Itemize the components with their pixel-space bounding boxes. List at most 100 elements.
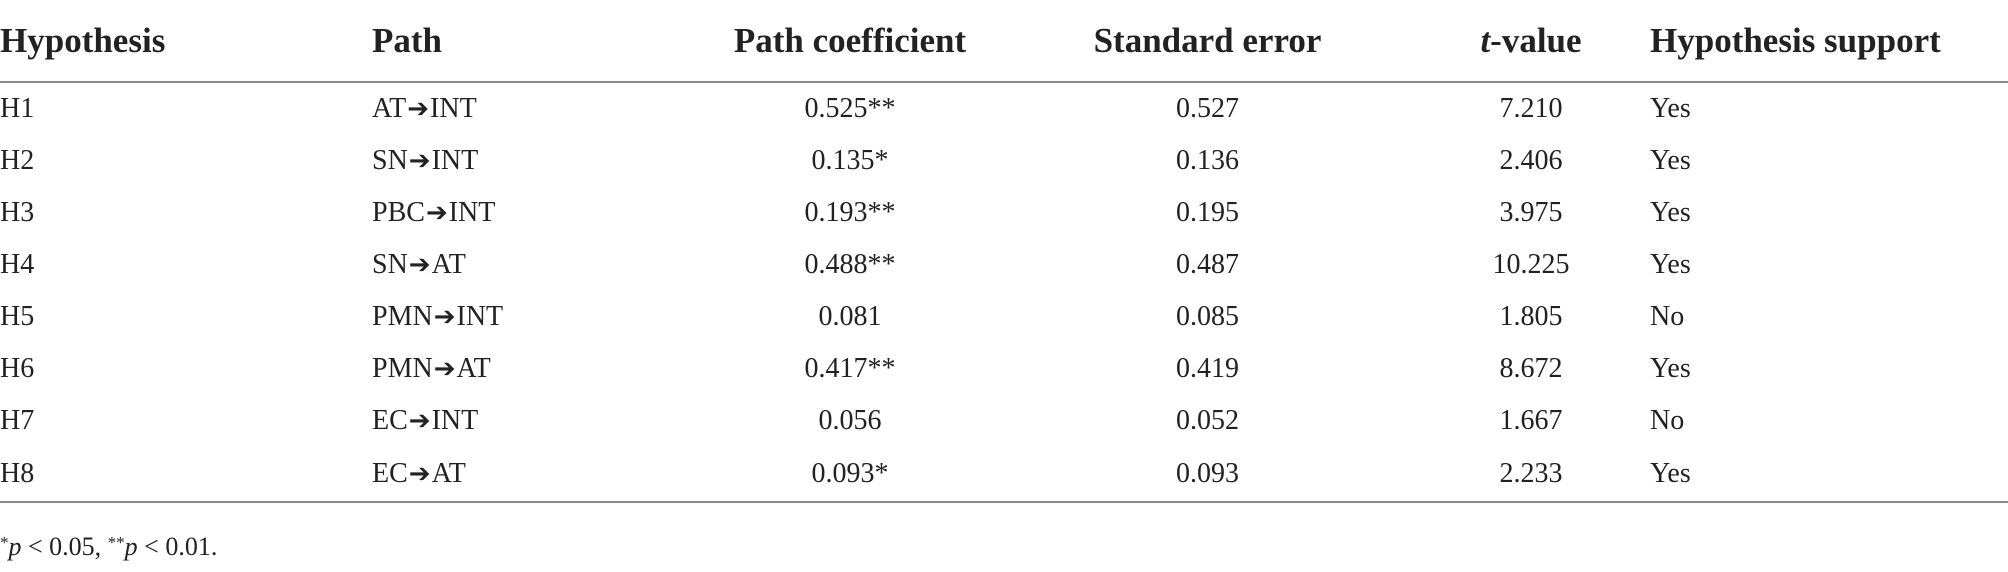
cell-t-value: 1.667 [1499, 405, 1563, 436]
cell-standard-error: 0.487 [1176, 249, 1239, 280]
cell-path-coefficient: 0.193** [804, 197, 896, 228]
header-t-rest: -value [1490, 20, 1582, 60]
cell-path: PMN➔INT [372, 291, 702, 343]
footnote-p-2: p [124, 532, 138, 561]
cell-path-coefficient: 0.056 [818, 405, 882, 436]
path-to: INT [448, 197, 496, 228]
cell-hypothesis: H2 [0, 145, 35, 176]
arrow-right-icon: ➔ [408, 146, 431, 176]
table-header: Hypothesis Path Path coefficient Standar… [0, 0, 2008, 83]
cell-t-value: 2.406 [1499, 145, 1563, 176]
cell-hypothesis-support: Yes [1650, 93, 1691, 124]
cell-standard-error: 0.052 [1176, 405, 1239, 436]
table-row: H2 SN➔INT 0.135* 0.136 2.406 Yes [0, 135, 2008, 187]
table-row: H6 PMN➔AT 0.417** 0.419 8.672 Yes [0, 343, 2008, 395]
header-t-italic: t [1480, 20, 1491, 60]
path-from: EC [372, 405, 408, 436]
table-row: H7 EC➔INT 0.056 0.052 1.667 No [0, 395, 2008, 447]
cell-path: EC➔AT [372, 447, 702, 503]
cell-path-coefficient: 0.081 [818, 301, 882, 332]
arrow-right-icon: ➔ [408, 459, 431, 489]
path-from: EC [372, 458, 408, 489]
header-standard-error: Standard error [1053, 0, 1412, 83]
cell-hypothesis-support: Yes [1650, 145, 1691, 176]
cell-path: SN➔INT [372, 135, 702, 187]
cell-hypothesis: H1 [0, 93, 35, 124]
cell-hypothesis: H4 [0, 249, 35, 280]
header-path: Path [372, 0, 702, 83]
header-hypothesis: Hypothesis [0, 0, 372, 83]
hypothesis-results-table: Hypothesis Path Path coefficient Standar… [0, 0, 2008, 503]
cell-path: EC➔INT [372, 395, 702, 447]
path-from: PBC [372, 197, 425, 228]
cell-hypothesis-support: Yes [1650, 447, 2008, 503]
path-to: INT [431, 405, 479, 436]
cell-path-coefficient: 0.417** [804, 353, 896, 384]
path-to: AT [456, 353, 491, 384]
cell-t-value: 1.805 [1499, 301, 1563, 332]
cell-path: AT➔INT [372, 82, 702, 135]
path-from: PMN [372, 353, 433, 384]
cell-hypothesis-support: Yes [1650, 249, 1691, 280]
cell-t-value: 7.210 [1499, 93, 1563, 124]
cell-hypothesis: H7 [0, 405, 35, 436]
cell-standard-error: 0.136 [1176, 145, 1239, 176]
arrow-right-icon: ➔ [407, 94, 430, 124]
arrow-right-icon: ➔ [425, 198, 448, 228]
cell-hypothesis: H5 [0, 301, 35, 332]
footnote-p-1: p [8, 532, 22, 561]
cell-standard-error: 0.195 [1176, 197, 1239, 228]
footnote-text-1: < 0.05, [21, 532, 108, 561]
table-row: H5 PMN➔INT 0.081 0.085 1.805 No [0, 291, 2008, 343]
cell-hypothesis-support: Yes [1650, 197, 1691, 228]
cell-t-value: 3.975 [1499, 197, 1563, 228]
header-t-value: t-value [1412, 0, 1650, 83]
cell-t-value: 2.233 [1412, 447, 1650, 503]
footnote-star-single: * [0, 533, 9, 552]
arrow-right-icon: ➔ [408, 406, 431, 436]
cell-hypothesis: H3 [0, 197, 35, 228]
cell-standard-error: 0.419 [1176, 353, 1239, 384]
path-from: SN [372, 249, 408, 280]
table-row: H4 SN➔AT 0.488** 0.487 10.225 Yes [0, 239, 2008, 291]
path-to: INT [431, 145, 479, 176]
path-to: AT [431, 249, 466, 280]
cell-hypothesis-support: No [1650, 405, 1685, 436]
table-row: H1 AT➔INT 0.525** 0.527 7.210 Yes [0, 82, 2008, 135]
path-to: INT [456, 301, 504, 332]
path-from: AT [372, 93, 407, 124]
cell-standard-error: 0.085 [1176, 301, 1239, 332]
cell-hypothesis-support: Yes [1650, 353, 1691, 384]
cell-t-value: 10.225 [1492, 249, 1570, 280]
path-to: INT [430, 93, 477, 124]
cell-hypothesis: H6 [0, 353, 35, 384]
cell-path: PBC➔INT [372, 187, 702, 239]
header-path-coefficient: Path coefficient [702, 0, 1053, 83]
table-row: H3 PBC➔INT 0.193** 0.195 3.975 Yes [0, 187, 2008, 239]
footnote-star-double: ** [107, 533, 125, 552]
arrow-right-icon: ➔ [433, 302, 456, 332]
cell-path-coefficient: 0.525** [804, 93, 896, 124]
cell-t-value: 8.672 [1499, 353, 1563, 384]
path-from: SN [372, 145, 408, 176]
header-hypothesis-support: Hypothesis support [1650, 0, 2008, 83]
header-row: Hypothesis Path Path coefficient Standar… [0, 0, 2008, 83]
cell-hypothesis: H8 [0, 447, 372, 503]
footnote-text-2: < 0.01. [137, 532, 218, 561]
cell-standard-error: 0.093 [1053, 447, 1412, 503]
cell-path-coefficient: 0.135* [811, 145, 889, 176]
arrow-right-icon: ➔ [408, 250, 431, 280]
cell-path-coefficient: 0.488** [804, 249, 896, 280]
arrow-right-icon: ➔ [433, 354, 456, 384]
table-row: H8 EC➔AT 0.093* 0.093 2.233 Yes [0, 447, 2008, 503]
path-to: AT [431, 458, 466, 489]
cell-path: SN➔AT [372, 239, 702, 291]
cell-standard-error: 0.527 [1176, 93, 1239, 124]
path-from: PMN [372, 301, 433, 332]
cell-hypothesis-support: No [1650, 301, 1685, 332]
table-body: H1 AT➔INT 0.525** 0.527 7.210 Yes H2 SN➔INT 0.13… [0, 82, 2008, 503]
cell-path-coefficient: 0.093* [702, 447, 1053, 503]
cell-path: PMN➔AT [372, 343, 702, 395]
table-footnote: *p < 0.05, **p < 0.01. [0, 532, 217, 562]
